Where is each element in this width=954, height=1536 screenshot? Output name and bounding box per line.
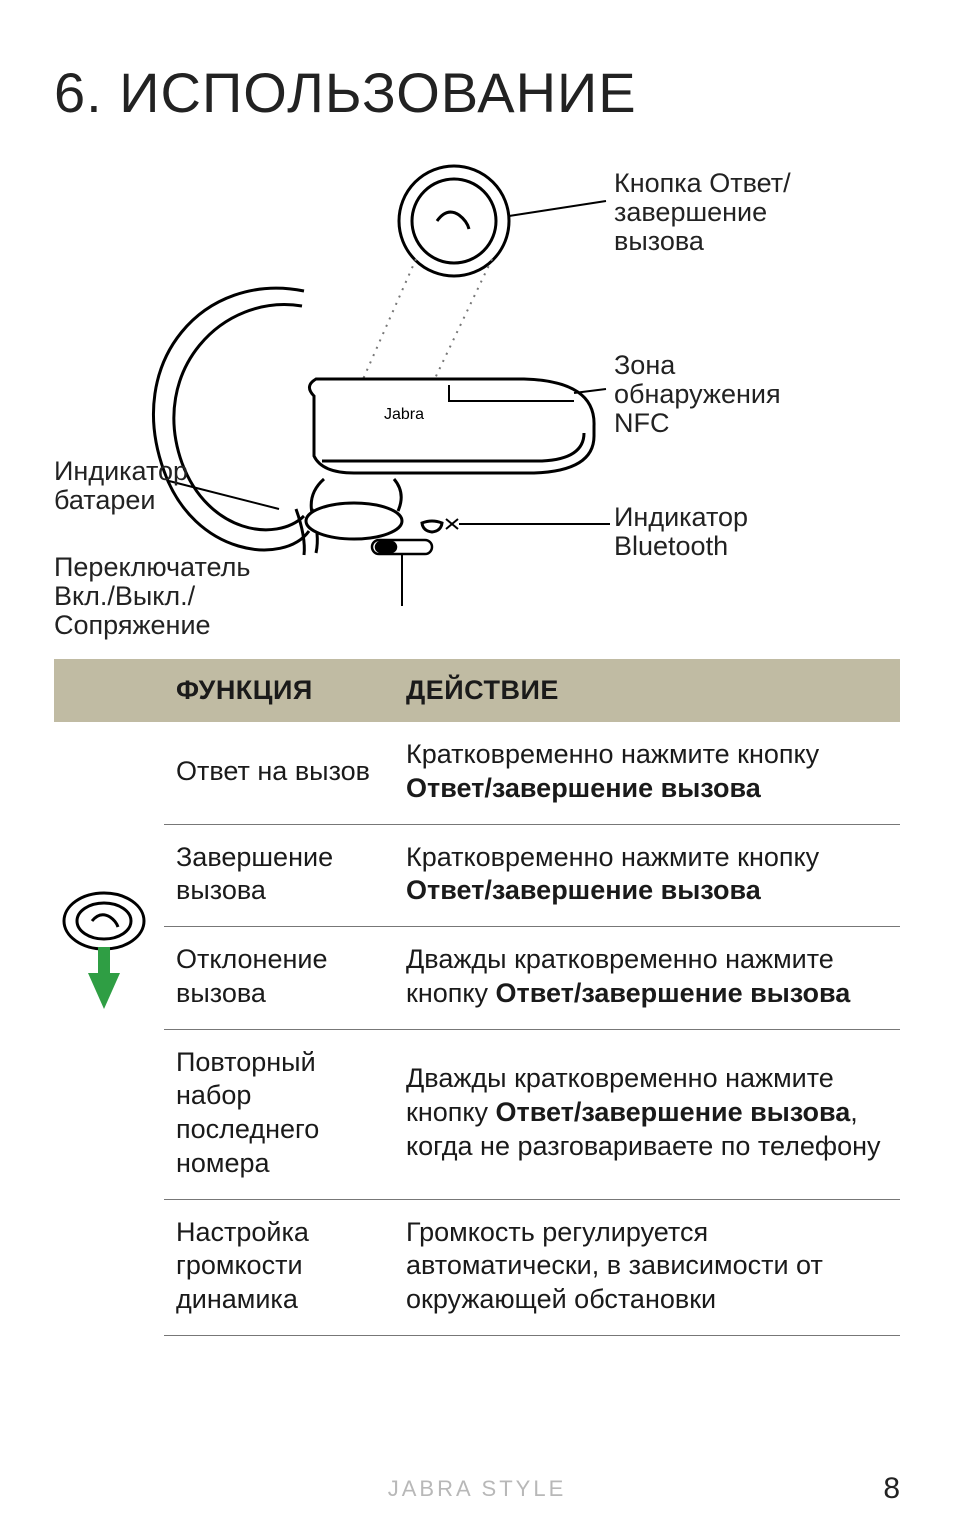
table-row: Ответ на вызов Кратковременно нажмите кн… [54, 722, 900, 824]
action-text: Громкость регулируется автоматически, в … [406, 1217, 823, 1315]
label-answer-end: Кнопка Ответ/завершениевызова [614, 169, 904, 256]
action-cell: Громкость регулируется автоматически, в … [394, 1199, 900, 1335]
table-row: Отклонение вызова Дважды кратковременно … [54, 927, 900, 1030]
icon-cell-empty [54, 1199, 164, 1335]
label-bluetooth: ИндикаторBluetooth [614, 503, 904, 561]
func-cell: Повторный набор последнего номера [164, 1029, 394, 1199]
action-cell: Кратковременно нажмите кнопку Ответ/заве… [394, 722, 900, 824]
functions-table: ФУНКЦИЯ ДЕЙСТВИЕ От [54, 659, 900, 1336]
action-text: Кратковременно нажмите кнопку [406, 842, 819, 872]
table-row: Настройка громкости динамика Громкость р… [54, 1199, 900, 1335]
action-cell: Дважды кратковременно нажмите кнопку Отв… [394, 1029, 900, 1199]
label-switch: ПереключательВкл./Выкл./Сопряжение [54, 553, 314, 640]
label-nfc: ЗонаобнаруженияNFC [614, 351, 904, 438]
table-header-spacer [54, 659, 164, 722]
page-number: 8 [883, 1472, 900, 1506]
func-cell: Настройка громкости динамика [164, 1199, 394, 1335]
action-bold: Ответ/завершение вызова [406, 773, 761, 803]
table-row: Завершение вызова Кратковременно нажмите… [54, 824, 900, 927]
button-press-icon [54, 722, 164, 1199]
table-header-action: ДЕЙСТВИЕ [394, 659, 900, 722]
action-cell: Дважды кратковременно нажмите кнопку Отв… [394, 927, 900, 1030]
action-text: Кратковременно нажмите кнопку [406, 739, 819, 769]
func-cell: Ответ на вызов [164, 722, 394, 824]
func-cell: Завершение вызова [164, 824, 394, 927]
page-title: 6. ИСПОЛЬЗОВАНИЕ [54, 60, 900, 125]
action-cell: Кратковременно нажмите кнопку Ответ/заве… [394, 824, 900, 927]
footer-brand: JABRA STYLE [0, 1476, 954, 1502]
func-cell: Отклонение вызова [164, 927, 394, 1030]
action-bold: Ответ/завершение вызова [495, 978, 850, 1008]
table-header-func: ФУНКЦИЯ [164, 659, 394, 722]
label-battery: Индикаторбатареи [54, 457, 254, 515]
device-brand-text: Jabra [384, 406, 424, 423]
device-diagram: Jabra [54, 161, 900, 631]
table-row: Повторный набор последнего номера Дважды… [54, 1029, 900, 1199]
action-bold: Ответ/завершение вызова [495, 1097, 850, 1127]
action-bold: Ответ/завершение вызова [406, 875, 761, 905]
